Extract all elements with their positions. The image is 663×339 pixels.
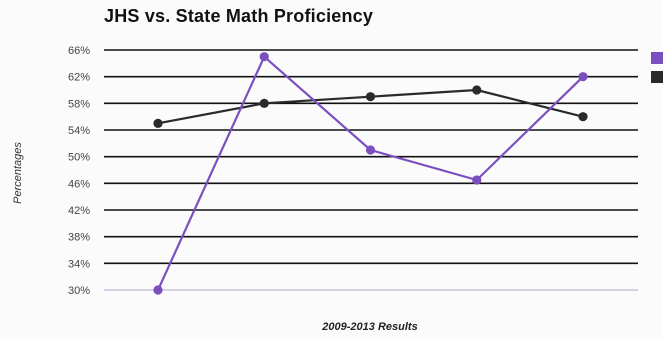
data-point [365,92,376,102]
y-tick-label: 66% [68,45,90,57]
y-tick-label: 38% [68,232,90,244]
y-axis-title: Percentages [12,142,24,204]
data-point [153,285,163,295]
y-tick-labels: 66% 62% 58% 54% 50% 46% 42% 38% 34% 30% [68,45,90,297]
series-lines [153,52,588,295]
y-tick-label: 58% [68,98,90,110]
data-point [578,72,588,82]
y-tick-label: 42% [68,205,90,217]
chart-title: JHS vs. State Math Proficiency [104,6,374,26]
legend [651,52,663,83]
legend-swatch [651,71,663,83]
data-point [365,145,376,155]
y-tick-label: 46% [68,178,90,190]
data-point [472,175,482,185]
x-axis-title: 2009-2013 Results [321,321,417,333]
data-point [259,98,269,108]
y-tick-label: 50% [68,152,90,164]
gridlines [104,49,638,291]
legend-swatch [651,52,663,64]
y-tick-label: 34% [68,258,90,270]
data-point [578,112,588,122]
data-point [472,85,482,95]
y-tick-label: 62% [68,72,90,84]
data-point [259,52,269,62]
y-tick-label: 54% [68,125,90,137]
data-point [153,118,163,128]
y-tick-label: 30% [68,285,90,297]
series-line-1 [156,55,584,291]
